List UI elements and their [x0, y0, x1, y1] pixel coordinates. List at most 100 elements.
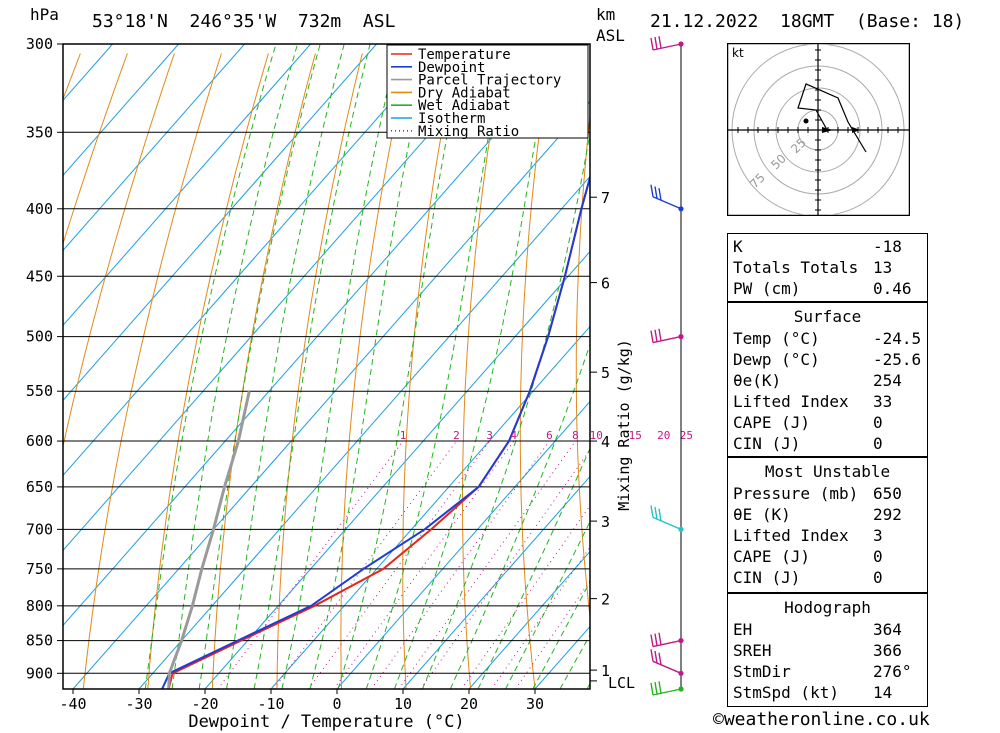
- temp-tick-label: 0: [332, 695, 341, 713]
- isotherm-line: [402, 475, 590, 689]
- mu-li-label: Lifted Index: [733, 526, 849, 545]
- dry-adiabat-line: [276, 53, 363, 689]
- wind-barb: [650, 505, 684, 532]
- legend-label: Isotherm: [418, 111, 485, 127]
- pressure-tick-label: 900: [26, 664, 53, 682]
- mixing-ratio-label: 3: [486, 429, 493, 442]
- isotherm-line: [138, 175, 590, 689]
- pressure-tick-label: 650: [26, 478, 53, 496]
- wet-adiabat-line: [559, 633, 590, 689]
- hodograph-arrow: [852, 127, 860, 133]
- wind-barb: [650, 632, 684, 648]
- wet-adiabat-line: [281, 44, 399, 689]
- legend-label: Dry Adiabat: [418, 85, 511, 101]
- dry-adiabat-line: [519, 53, 551, 689]
- forecast-datetime: 21.12.2022 18GMT (Base: 18): [650, 11, 965, 32]
- sreh-label: SREH: [733, 641, 772, 660]
- stmspd-label: StmSpd (kt): [733, 683, 839, 702]
- km-tick-label: 5: [601, 364, 610, 382]
- pressure-tick-label: 700: [26, 520, 53, 538]
- wind-barb: [650, 328, 684, 344]
- hodograph-unit-label: kt: [732, 46, 744, 60]
- asl-axis-unit: ASL: [596, 26, 625, 45]
- mu-li-value: 3: [873, 526, 883, 545]
- lcl-label: LCL: [608, 674, 635, 692]
- hodograph-table: Hodograph EH 364 SREH 366 StmDir 276° StmSp…: [727, 593, 928, 707]
- wet-adiabat-line: [449, 342, 590, 689]
- mixing-ratio-label: 10: [590, 429, 603, 442]
- mixing-ratio-line: [420, 449, 590, 689]
- pressure-tick-label: 500: [26, 328, 53, 346]
- plot-area: [63, 44, 720, 690]
- pw-label: PW (cm): [733, 279, 801, 298]
- pressure-tick-label: 350: [26, 123, 53, 141]
- km-axis-unit: km: [596, 5, 616, 24]
- site-credit[interactable]: ©weatheronline.co.uk: [713, 709, 930, 730]
- temp-tick-label: -30: [125, 695, 152, 713]
- wet-adiabat-line: [226, 44, 345, 689]
- mu-pressure-label: Pressure (mb): [733, 484, 859, 503]
- mixing-ratio-label: 1: [400, 429, 407, 442]
- k-index-label: K: [733, 237, 743, 256]
- dry-adiabat-line: [575, 111, 590, 621]
- indices-top-table: K -18 Totals Totals 13 PW (cm) 0.46: [727, 233, 928, 302]
- dry-adiabat-line: [631, 54, 665, 690]
- mu-cin-value: 0: [873, 568, 883, 587]
- isotherm-line: [63, 44, 311, 327]
- mixing-ratio-line: [491, 546, 590, 689]
- wet-adiabat-line: [365, 44, 506, 689]
- hpa-axis-unit: hPa: [30, 5, 59, 24]
- most-unstable-table: Most Unstable Pressure (mb) 650 θE (K) 292…: [727, 457, 928, 593]
- dry-adiabat-line: [683, 54, 720, 690]
- mixing-ratio-label: 20: [657, 429, 670, 442]
- legend-label: Wet Adiabat: [418, 98, 511, 114]
- surface-title: Surface: [793, 307, 862, 326]
- eh-label: EH: [733, 620, 753, 639]
- mixing-ratio-axis-label: Mixing Ratio (g/kg): [615, 339, 633, 511]
- km-tick-label: 1: [601, 662, 610, 680]
- parcel-trajectory-line: [167, 390, 251, 689]
- dry-adiabat-line: [462, 53, 504, 689]
- temp-tick-label: -40: [59, 695, 86, 713]
- station-location: 53°18'N 246°35'W 732m ASL: [92, 11, 396, 32]
- legend-label: Parcel Trajectory: [418, 73, 561, 89]
- dry-adiabat-line: [63, 53, 81, 101]
- pressure-tick-label: 300: [26, 35, 53, 53]
- wind-barb: [650, 649, 684, 676]
- k-index-value: -18: [873, 237, 902, 256]
- surface-temp-label: Temp (°C): [733, 329, 820, 348]
- mixing-ratio-label: 6: [546, 429, 553, 442]
- surface-dewp-value: -25.6: [873, 350, 922, 369]
- wet-adiabat-line: [477, 447, 590, 689]
- legend-label: Dewpoint: [418, 60, 485, 76]
- dry-adiabat-line: [147, 53, 269, 689]
- mixing-ratio-label: 15: [629, 429, 642, 442]
- dry-adiabat-line: [340, 53, 410, 689]
- most-unstable-title: Most Unstable: [764, 462, 891, 481]
- totals-totals-label: Totals Totals: [733, 258, 859, 277]
- temp-tick-label: -20: [191, 695, 218, 713]
- temperature-line: [167, 173, 590, 689]
- stmdir-value: 276°: [873, 662, 912, 681]
- surface-cape-value: 0: [873, 413, 883, 432]
- isotherm-line: [667, 44, 720, 689]
- wind-barb: [650, 36, 684, 51]
- surface-li-label: Lifted Index: [733, 392, 849, 411]
- surface-thetae-value: 254: [873, 371, 902, 390]
- mixing-ratio-label: 25: [680, 429, 693, 442]
- mu-pressure-value: 650: [873, 484, 902, 503]
- wet-adiabat-line: [171, 44, 299, 689]
- dry-adiabat-line: [82, 53, 222, 689]
- eh-value: 364: [873, 620, 902, 639]
- dry-adiabat-line: [63, 53, 175, 449]
- km-tick-label: 3: [601, 513, 610, 531]
- wet-adiabat-line: [253, 44, 371, 689]
- sreh-value: 366: [873, 641, 902, 660]
- x-axis-label: Dewpoint / Temperature (°C): [188, 712, 464, 732]
- mixing-ratio-line: [370, 440, 550, 689]
- isotherm-line: [63, 44, 443, 477]
- pressure-tick-label: 600: [26, 432, 53, 450]
- mu-thetae-label: θE (K): [733, 505, 791, 524]
- dry-adiabat-line: [402, 53, 457, 689]
